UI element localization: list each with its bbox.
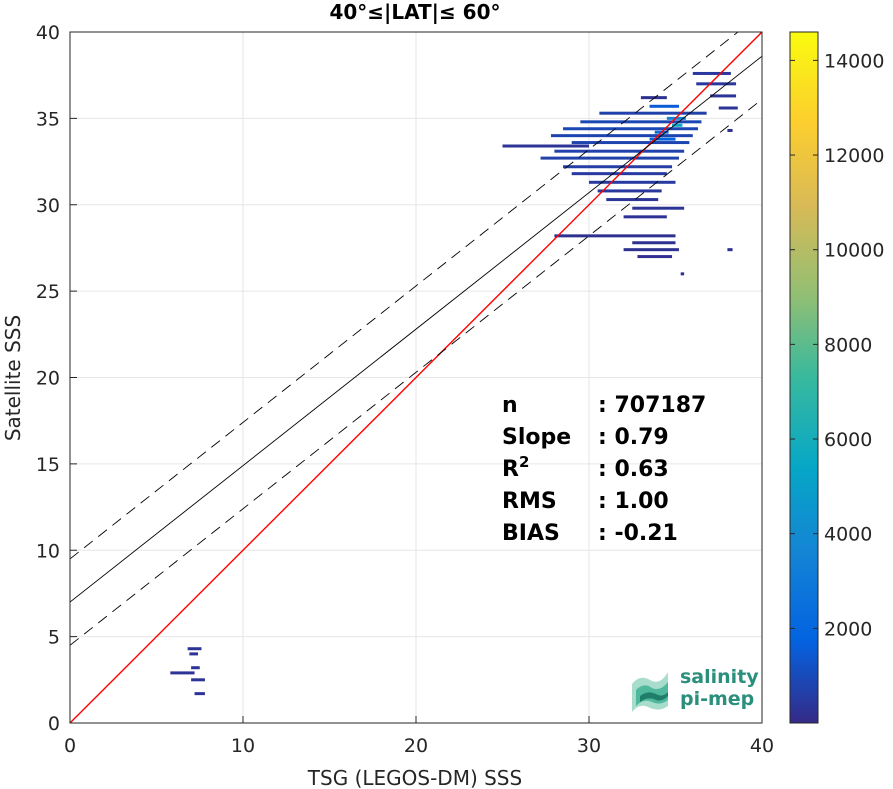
- y-tick-label: 5: [48, 627, 60, 649]
- density-point: [672, 123, 683, 127]
- logo-line1: salinity: [680, 666, 759, 688]
- regression-lines: [70, 32, 762, 723]
- x-tick-label: 30: [577, 735, 601, 757]
- density-point: [632, 241, 676, 245]
- y-axis-label: Satellite SSS: [1, 315, 25, 441]
- colorbar-ticks: 2000 4000 6000 8000 10000 12000 14000: [790, 50, 884, 640]
- x-tick-label: 10: [231, 735, 255, 757]
- colorbar-tick-label: 4000: [824, 524, 872, 546]
- colorbar-tick-label: 10000: [824, 240, 884, 262]
- density-point: [606, 198, 659, 202]
- density-point: [640, 96, 667, 100]
- density-point: [571, 141, 690, 145]
- x-tick-label: 40: [750, 735, 774, 757]
- line-fit-rms: [70, 99, 762, 646]
- density-point: [194, 692, 205, 696]
- colorbar-tick-label: 6000: [824, 429, 872, 451]
- density-point: [649, 104, 679, 108]
- y-tick-label: 20: [36, 368, 60, 390]
- salinity-pi-mep-logo: salinity pi-mep: [632, 666, 759, 712]
- y-tick-label: 30: [36, 195, 60, 217]
- density-point: [540, 156, 679, 160]
- density-point: [597, 189, 662, 193]
- statistics-box: n : 707187 Slope : 0.79 R2 : 0.63 RMS : 1.00 BIA…: [502, 393, 706, 546]
- stat-value-slope: : 0.79: [598, 425, 669, 450]
- x-tick-label: 0: [64, 735, 76, 757]
- density-point: [563, 165, 673, 169]
- waves-icon: [632, 672, 668, 712]
- stat-value-rms: : 1.00: [598, 489, 669, 514]
- chart-title: 40°≤|LAT|≤ 60°: [329, 0, 500, 24]
- density-point: [727, 248, 733, 252]
- density-point: [502, 144, 589, 148]
- density-point: [554, 234, 676, 238]
- density-point: [189, 652, 199, 656]
- density-point: [727, 128, 733, 132]
- stat-value-n: : 707187: [598, 393, 706, 418]
- x-axis-label: TSG (LEGOS-DM) SSS: [307, 766, 522, 789]
- colorbar-tick-label: 12000: [824, 145, 884, 167]
- colorbar: [789, 31, 819, 724]
- y-axis-ticks: 0 5 10 15 20 25 30 35 40: [36, 22, 77, 735]
- density-point: [580, 120, 702, 124]
- stat-label-bias: BIAS: [502, 521, 560, 546]
- stat-label-n: n: [502, 393, 518, 418]
- stat-label-r: R2: [502, 453, 529, 482]
- density-point: [649, 137, 676, 141]
- line-fit: [70, 55, 762, 603]
- x-tick-label: 20: [404, 735, 428, 757]
- density-point: [637, 255, 673, 259]
- density-point: [550, 134, 693, 138]
- density-point: [170, 671, 195, 675]
- stat-label-slope: Slope: [502, 425, 571, 450]
- y-tick-label: 10: [36, 540, 60, 562]
- density-point: [191, 678, 205, 682]
- stat-value-r: : 0.63: [598, 457, 669, 482]
- density-point: [696, 82, 737, 86]
- logo-line2: pi-mep: [680, 688, 754, 710]
- density-point: [191, 666, 200, 670]
- density-point: [718, 106, 738, 110]
- y-tick-label: 40: [36, 22, 60, 44]
- colorbar-tick-label: 2000: [824, 618, 872, 640]
- density-points: [170, 71, 738, 696]
- density-point: [623, 215, 667, 219]
- density-point: [554, 149, 685, 153]
- y-tick-label: 35: [36, 108, 60, 130]
- density-point: [680, 272, 685, 276]
- density-point: [710, 94, 737, 98]
- y-tick-label: 25: [36, 281, 60, 303]
- density-point: [599, 111, 707, 115]
- y-tick-label: 15: [36, 454, 60, 476]
- density-point: [623, 248, 679, 252]
- density-point: [187, 647, 202, 651]
- x-axis-ticks: 0 10 20 30 40: [64, 716, 774, 757]
- density-point: [692, 71, 731, 75]
- density-point: [589, 180, 676, 184]
- density-point: [563, 127, 698, 131]
- colorbar-tick-label: 8000: [824, 334, 872, 356]
- stat-label-rms: RMS: [502, 489, 557, 514]
- colorbar-tick-label: 14000: [824, 50, 884, 72]
- density-point: [632, 206, 685, 210]
- stat-value-bias: : -0.21: [598, 521, 678, 546]
- line-fit-rms: [70, 32, 739, 560]
- y-tick-label: 0: [48, 713, 60, 735]
